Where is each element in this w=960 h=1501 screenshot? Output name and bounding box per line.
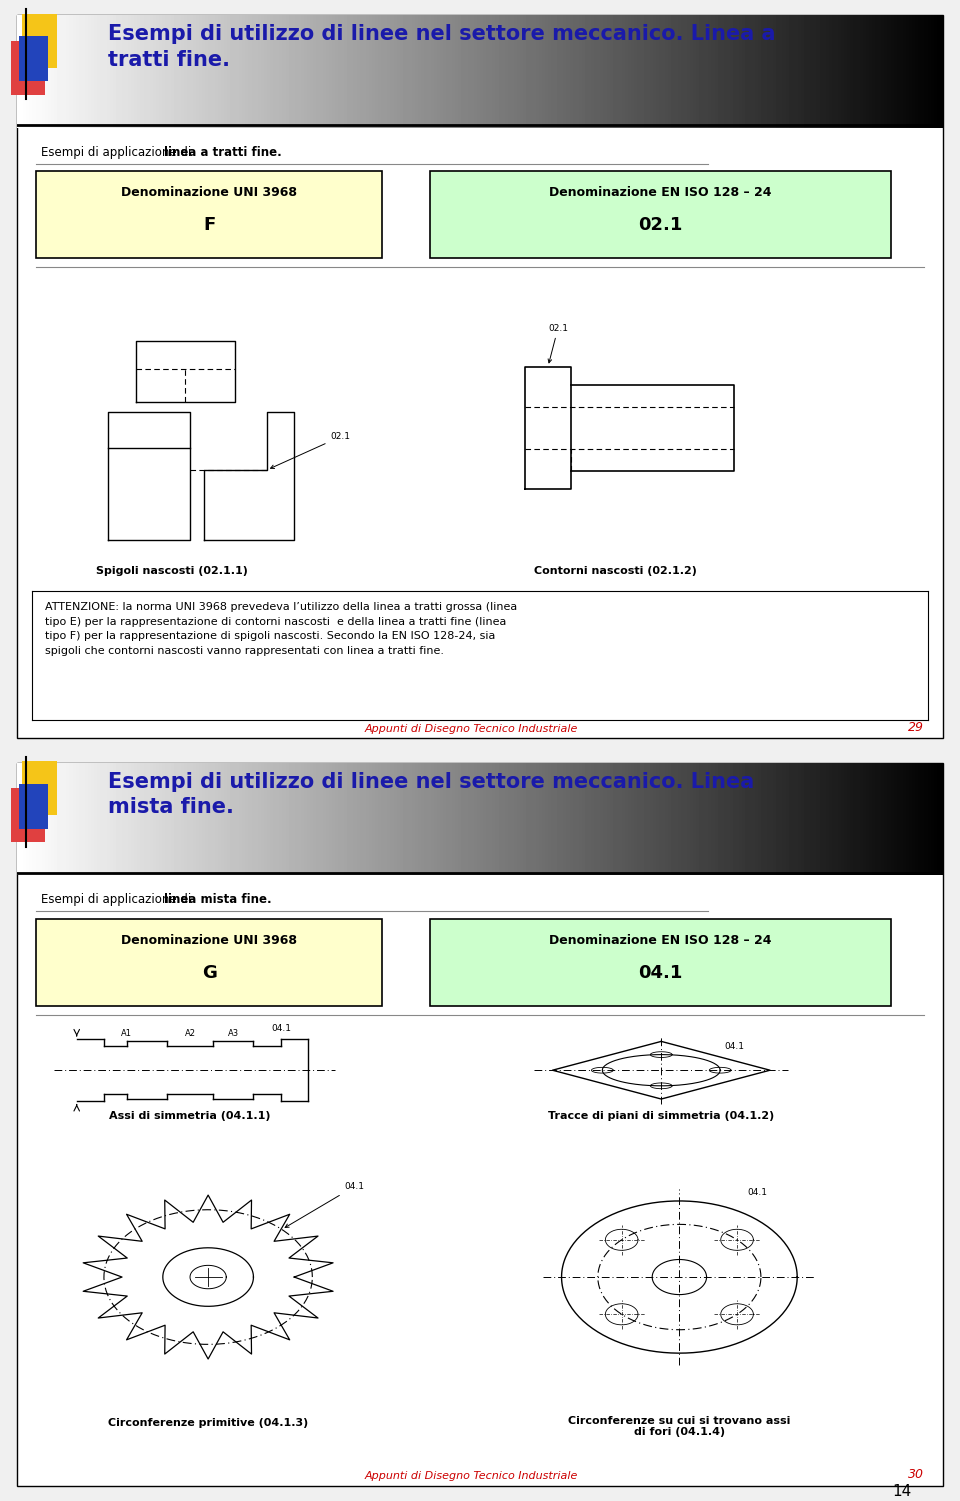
Text: Denominazione UNI 3968: Denominazione UNI 3968 [121,186,298,200]
Text: G: G [202,964,217,982]
Text: Assi di simmetria (04.1.1): Assi di simmetria (04.1.1) [109,1111,271,1121]
Text: ATTENZIONE: la norma UNI 3968 prevedeva l’utilizzo della linea a tratti grossa (: ATTENZIONE: la norma UNI 3968 prevedeva … [45,602,517,656]
Text: Denominazione EN ISO 128 – 24: Denominazione EN ISO 128 – 24 [549,934,772,947]
Text: F: F [204,216,215,234]
Text: 04.1: 04.1 [272,1024,292,1033]
Text: A3: A3 [228,1028,239,1037]
Text: Circonferenze primitive (04.1.3): Circonferenze primitive (04.1.3) [108,1418,308,1429]
Text: 02.1: 02.1 [271,432,350,468]
Text: Appunti di Disegno Tecnico Industriale: Appunti di Disegno Tecnico Industriale [365,1471,578,1481]
Text: Denominazione EN ISO 128 – 24: Denominazione EN ISO 128 – 24 [549,186,772,200]
Text: Esempi di utilizzo di linee nel settore meccanico. Linea a
tratti fine.: Esempi di utilizzo di linee nel settore … [108,24,776,69]
Text: 04.1: 04.1 [725,1042,745,1051]
Text: 29: 29 [907,720,924,734]
Text: Appunti di Disegno Tecnico Industriale: Appunti di Disegno Tecnico Industriale [365,723,578,734]
Text: linea mista fine.: linea mista fine. [164,893,272,907]
Text: linea a tratti fine.: linea a tratti fine. [164,146,282,159]
Text: Tracce di piani di simmetria (04.1.2): Tracce di piani di simmetria (04.1.2) [548,1111,775,1121]
Text: 04.1: 04.1 [638,964,683,982]
Text: Contorni nascosti (02.1.2): Contorni nascosti (02.1.2) [535,566,697,576]
Text: Spigoli nascosti (02.1.1): Spigoli nascosti (02.1.1) [96,566,248,576]
Text: Esempi di applicazione di: Esempi di applicazione di [41,893,195,907]
Text: Esempi di utilizzo di linee nel settore meccanico. Linea
mista fine.: Esempi di utilizzo di linee nel settore … [108,772,755,817]
Text: 02.1: 02.1 [638,216,683,234]
Text: 30: 30 [907,1468,924,1481]
Text: Esempi di applicazione di: Esempi di applicazione di [41,146,195,159]
Text: 04.1: 04.1 [285,1183,364,1228]
Text: A1: A1 [121,1028,132,1037]
Text: 14: 14 [893,1484,912,1499]
Text: Circonferenze su cui si trovano assi
di fori (04.1.4): Circonferenze su cui si trovano assi di … [568,1415,791,1436]
Text: Denominazione UNI 3968: Denominazione UNI 3968 [121,934,298,947]
Text: 04.1: 04.1 [747,1187,767,1196]
Text: A2: A2 [184,1028,196,1037]
Text: 02.1: 02.1 [548,324,568,363]
